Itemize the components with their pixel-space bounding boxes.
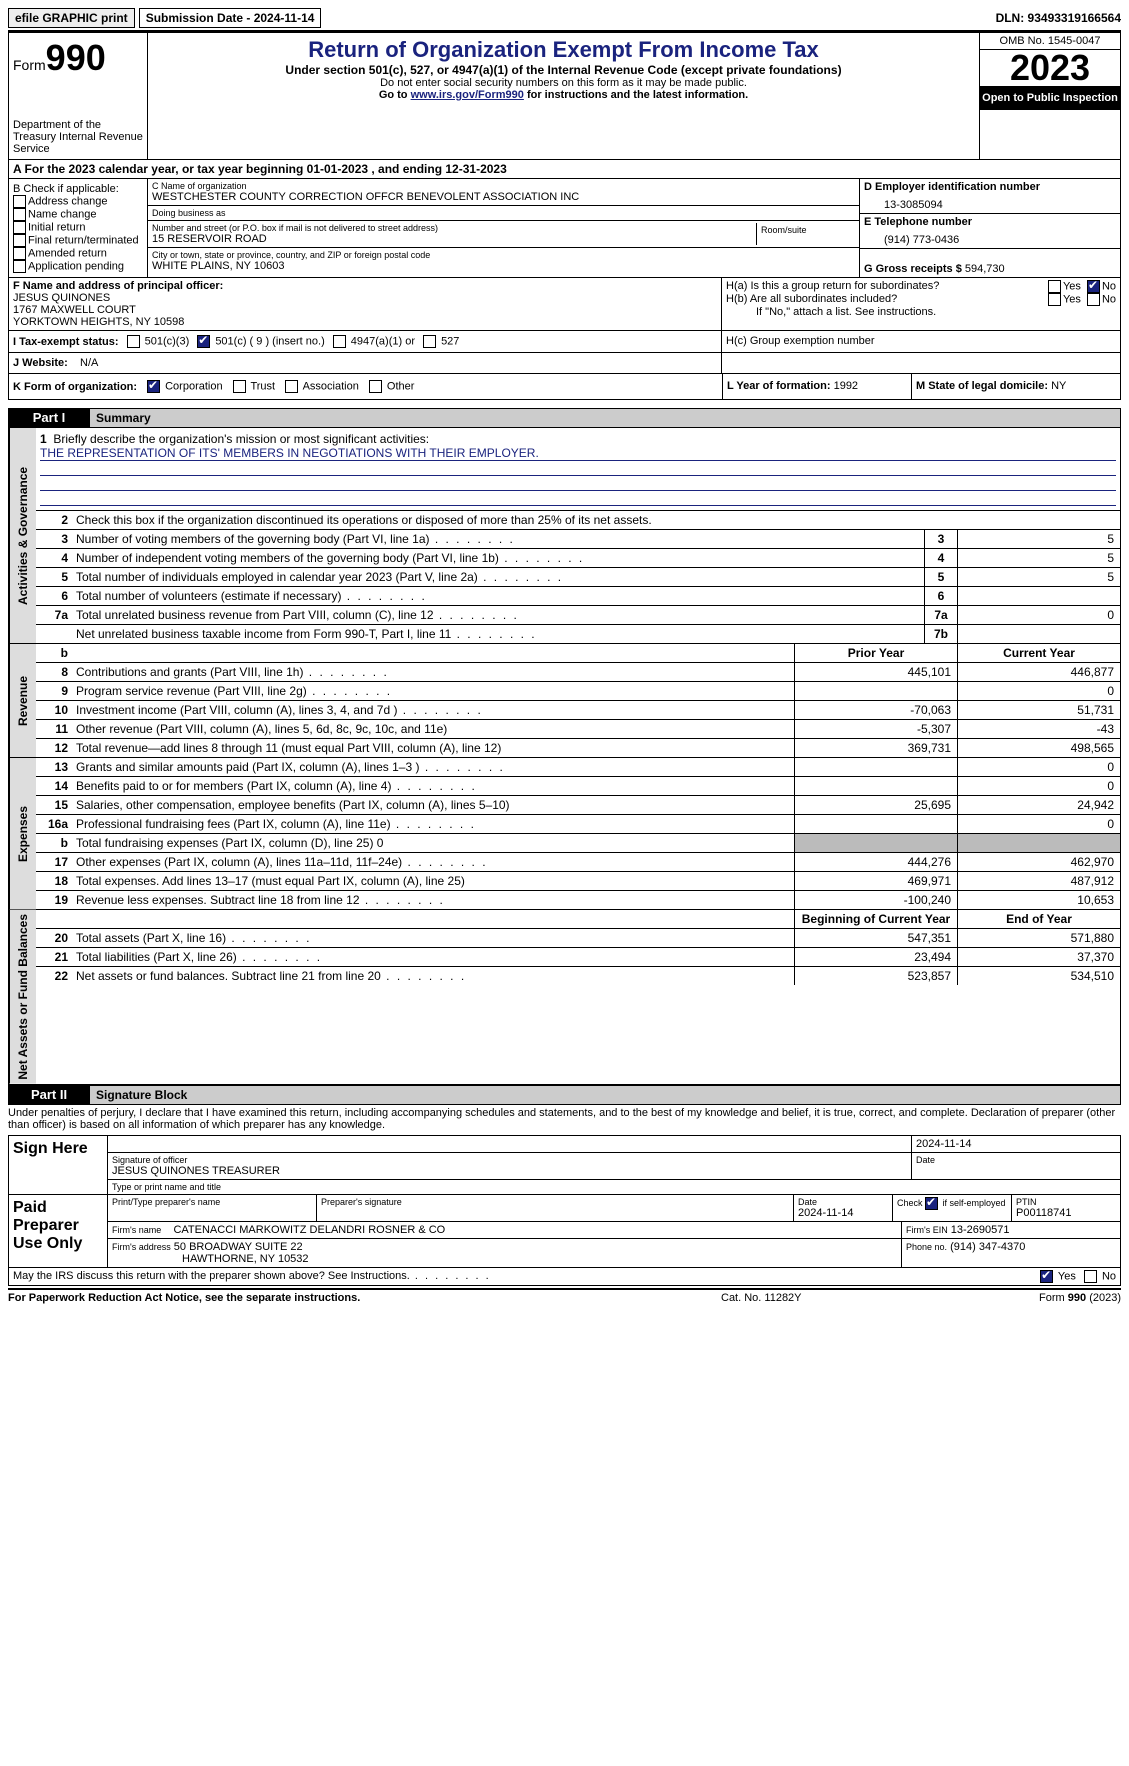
discuss-no[interactable]: No [1084, 1270, 1116, 1283]
address-row: Number and street (or P.O. box if mail i… [148, 221, 859, 248]
chk-initial-return[interactable]: Initial return [13, 221, 143, 234]
mission-text: THE REPRESENTATION OF ITS' MEMBERS IN NE… [40, 446, 1116, 461]
row-f-h: F Name and address of principal officer:… [8, 278, 1121, 331]
penalty-statement: Under penalties of perjury, I declare th… [8, 1105, 1121, 1133]
website-value: N/A [80, 357, 98, 369]
tax-year: 2023 [980, 50, 1120, 86]
h-c-group-exemption: H(c) Group exemption number [721, 331, 1120, 352]
col-b-checkboxes: B Check if applicable: Address change Na… [9, 179, 148, 277]
chk-amended[interactable]: Amended return [13, 247, 143, 260]
part2-header: Part II Signature Block [8, 1085, 1121, 1105]
summary-netassets: Net Assets or Fund Balances Beginning of… [8, 910, 1121, 1085]
form-id-block: Form990 Department of the Treasury Inter… [9, 33, 148, 159]
chk-name-change[interactable]: Name change [13, 208, 143, 221]
row-k-l-m: K Form of organization: Corporation Trus… [8, 374, 1121, 400]
form-header: Form990 Department of the Treasury Inter… [8, 32, 1121, 160]
chk-trust[interactable]: Trust [233, 380, 276, 393]
submission-date: Submission Date - 2024-11-14 [139, 8, 322, 28]
col-b-header: B Check if applicable: [13, 183, 143, 195]
signature-block: Sign Here 2024-11-14 Signature of office… [8, 1135, 1121, 1268]
chk-address-change[interactable]: Address change [13, 195, 143, 208]
chk-4947[interactable]: 4947(a)(1) or [333, 335, 415, 348]
paid-preparer-label: Paid Preparer Use Only [9, 1195, 108, 1267]
firm-name: CATENACCI MARKOWITZ DELANDRI ROSNER & CO [173, 1224, 445, 1236]
row-j: J Website: N/A [8, 353, 1121, 374]
chk-other[interactable]: Other [369, 380, 415, 393]
tab-revenue: Revenue [9, 644, 36, 757]
city-state-zip: WHITE PLAINS, NY 10603 [152, 260, 855, 272]
top-toolbar: efile GRAPHIC print Submission Date - 20… [8, 8, 1121, 32]
part1-header: Part I Summary [8, 408, 1121, 428]
tab-governance: Activities & Governance [9, 428, 36, 643]
page-footer: For Paperwork Reduction Act Notice, see … [8, 1288, 1121, 1304]
telephone: (914) 773-0436 [864, 228, 1116, 246]
dln-label: DLN: 93493319166564 [996, 11, 1121, 25]
header-right-block: OMB No. 1545-0047 2023 Open to Public In… [979, 33, 1120, 159]
firm-phone: (914) 347-4370 [950, 1241, 1025, 1253]
form-number: 990 [46, 37, 106, 78]
discuss-row: May the IRS discuss this return with the… [8, 1268, 1121, 1286]
chk-501c[interactable]: 501(c) ( 9 ) (insert no.) [197, 335, 324, 348]
street-address: 15 RESERVOIR ROAD [152, 233, 756, 245]
h-a-no[interactable]: No [1087, 280, 1116, 293]
ptin: P00118741 [1016, 1207, 1116, 1219]
summary-expenses: Expenses 13Grants and similar amounts pa… [8, 758, 1121, 910]
year-of-formation: 1992 [834, 380, 858, 392]
chk-501c3[interactable]: 501(c)(3) [127, 335, 190, 348]
org-name: WESTCHESTER COUNTY CORRECTION OFFCR BENE… [152, 191, 855, 203]
summary-revenue: Revenue bPrior YearCurrent Year 8Contrib… [8, 644, 1121, 758]
efile-button[interactable]: efile GRAPHIC print [8, 8, 135, 28]
h-c-blank [721, 353, 1120, 373]
group-return-block: H(a) Is this a group return for subordin… [721, 278, 1120, 330]
h-b-yes[interactable]: Yes [1048, 293, 1081, 306]
form-note-ssn: Do not enter social security numbers on … [152, 77, 975, 89]
section-a-taxyear: A For the 2023 calendar year, or tax yea… [8, 160, 1121, 179]
header-title-block: Return of Organization Exempt From Incom… [148, 33, 979, 159]
sign-here-label: Sign Here [9, 1136, 108, 1194]
col-c-org-info: C Name of organization WESTCHESTER COUNT… [148, 179, 859, 277]
public-inspection: Open to Public Inspection [980, 86, 1120, 110]
identity-block: B Check if applicable: Address change Na… [8, 179, 1121, 278]
tab-netassets: Net Assets or Fund Balances [9, 910, 36, 1084]
h-a-yes[interactable]: Yes [1048, 280, 1081, 293]
tab-expenses: Expenses [9, 758, 36, 909]
dept-label: Department of the Treasury Internal Reve… [13, 119, 143, 155]
chk-application-pending[interactable]: Application pending [13, 260, 143, 273]
row-i: I Tax-exempt status: 501(c)(3) 501(c) ( … [8, 331, 1121, 353]
firm-ein: 13-2690571 [951, 1224, 1010, 1236]
chk-corporation[interactable]: Corporation [147, 380, 223, 393]
gross-receipts: 594,730 [965, 263, 1005, 275]
summary-governance: Activities & Governance 1 Briefly descri… [8, 428, 1121, 644]
org-name-cell: C Name of organization WESTCHESTER COUNT… [148, 179, 859, 206]
ein: 13-3085094 [864, 193, 1116, 211]
officer-signature: JESUS QUINONES TREASURER [112, 1165, 907, 1177]
city-cell: City or town, state or province, country… [148, 248, 859, 274]
chk-527[interactable]: 527 [423, 335, 459, 348]
principal-officer: F Name and address of principal officer:… [9, 278, 721, 330]
state-domicile: NY [1051, 380, 1066, 392]
form-note-link: Go to www.irs.gov/Form990 for instructio… [152, 89, 975, 101]
discuss-yes[interactable]: Yes [1040, 1270, 1076, 1283]
form-label: Form [13, 57, 46, 73]
chk-association[interactable]: Association [285, 380, 359, 393]
chk-final-return[interactable]: Final return/terminated [13, 234, 143, 247]
form-subtitle: Under section 501(c), 527, or 4947(a)(1)… [152, 63, 975, 77]
h-b-no[interactable]: No [1087, 293, 1116, 306]
form-title: Return of Organization Exempt From Incom… [152, 37, 975, 63]
col-d-numbers: D Employer identification number 13-3085… [859, 179, 1120, 277]
irs-link[interactable]: www.irs.gov/Form990 [411, 89, 524, 101]
dba-cell: Doing business as [148, 206, 859, 221]
